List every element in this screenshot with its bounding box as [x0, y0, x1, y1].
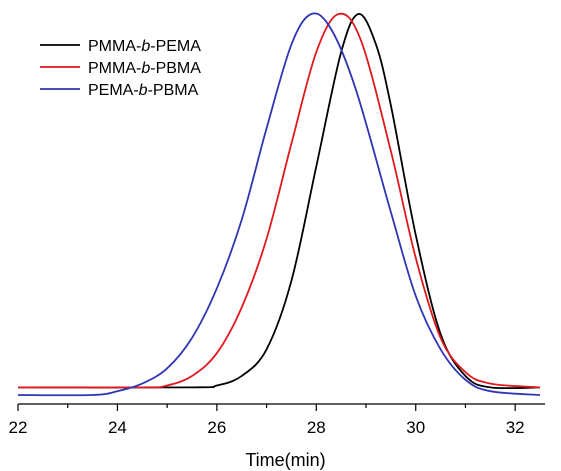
x-tick-label: 30 — [406, 418, 425, 437]
x-axis-title: Time(min) — [245, 450, 325, 470]
x-tick-label: 24 — [108, 418, 127, 437]
series-line-2 — [17, 12, 541, 389]
series-line-3 — [17, 12, 541, 397]
x-axis-ticks: 22 24 26 28 30 32 — [9, 404, 525, 437]
plot-area — [17, 12, 541, 397]
x-tick-label: 22 — [9, 418, 28, 437]
legend-label: PMMA-b-PBMA — [88, 60, 201, 77]
legend-label: PMMA-b-PEMA — [88, 38, 201, 55]
x-tick-label: 32 — [506, 418, 525, 437]
series-line-1 — [17, 13, 541, 390]
legend: PMMA-b-PEMA PMMA-b-PBMA PEMA-b-PBMA — [40, 38, 201, 99]
x-tick-label: 26 — [207, 418, 226, 437]
x-tick-label: 28 — [307, 418, 326, 437]
legend-label: PEMA-b-PBMA — [88, 82, 199, 99]
